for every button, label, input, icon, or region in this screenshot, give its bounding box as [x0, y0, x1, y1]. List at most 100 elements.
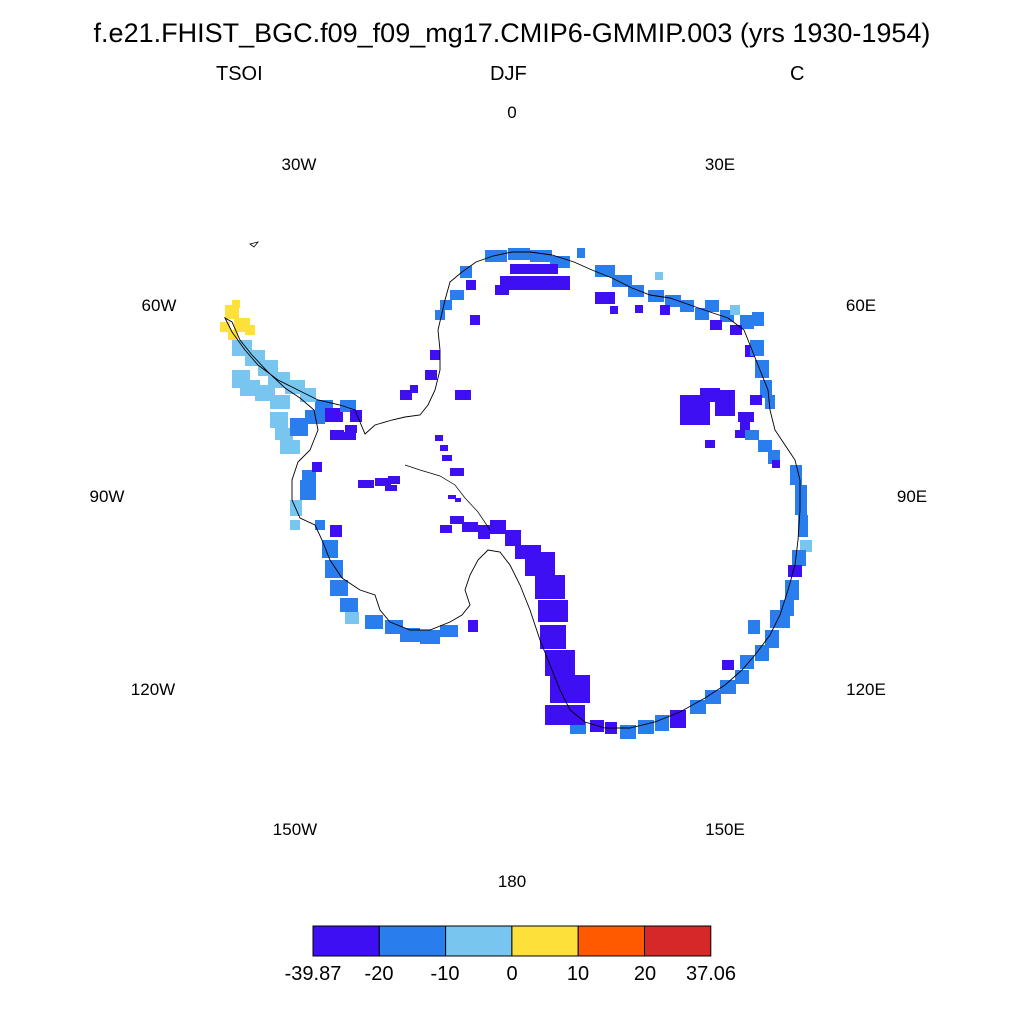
data-cell — [750, 395, 762, 405]
data-cell — [655, 715, 669, 731]
data-cell — [500, 276, 570, 290]
data-cell — [610, 306, 618, 314]
lon-label-120w: 120W — [130, 680, 176, 699]
data-cell — [358, 480, 374, 488]
data-cell — [440, 300, 452, 310]
data-cell — [450, 468, 464, 476]
colorbar-bin — [445, 925, 513, 957]
data-cell — [595, 265, 615, 277]
data-cell — [440, 625, 458, 637]
colorbar-bin — [511, 925, 579, 957]
data-cell — [365, 615, 383, 629]
data-cell — [225, 305, 239, 319]
data-cell — [715, 390, 735, 416]
plot-title: f.e21.FHIST_BGC.f09_f09_mg17.CMIP6-GMMIP… — [93, 18, 931, 48]
data-cell — [450, 290, 464, 300]
data-cell — [290, 520, 300, 530]
data-cell — [245, 325, 255, 335]
data-cell — [375, 478, 391, 486]
data-cell — [385, 620, 403, 634]
data-cell — [790, 465, 802, 485]
data-cell — [705, 690, 721, 704]
colorbar-tick-label: 20 — [633, 963, 657, 985]
data-cell — [705, 440, 715, 448]
data-cell — [228, 330, 238, 340]
data-cell — [765, 630, 779, 648]
data-cell — [540, 630, 552, 642]
data-cell — [448, 495, 456, 499]
variable-label: TSOI — [216, 63, 263, 85]
data-cell — [280, 440, 300, 454]
data-cell — [748, 620, 760, 634]
data-cell — [440, 445, 448, 451]
season-label: DJF — [490, 63, 527, 85]
data-cell — [410, 385, 418, 393]
data-cell — [478, 525, 490, 539]
data-cell — [220, 322, 230, 332]
data-cell — [385, 485, 397, 491]
colorbar-tick-label: -10 — [430, 963, 460, 985]
data-cell — [800, 540, 812, 552]
data-cell — [770, 610, 790, 628]
lon-label-60w: 60W — [141, 296, 177, 315]
lon-label-150w: 150W — [272, 820, 318, 839]
data-cell — [440, 525, 452, 533]
data-cell — [655, 272, 663, 280]
data-cell — [312, 462, 322, 472]
data-cell — [635, 305, 643, 313]
data-cell — [788, 565, 802, 577]
data-cell — [330, 430, 344, 440]
lon-label-90e: 90E — [896, 487, 928, 506]
data-cell — [577, 248, 585, 258]
lon-label-90w: 90W — [89, 487, 125, 506]
data-cell — [470, 315, 480, 325]
data-cell — [450, 516, 464, 524]
data-cell — [690, 700, 706, 714]
data-cell — [740, 420, 750, 430]
data-cell — [290, 418, 308, 436]
data-cell — [750, 340, 764, 356]
data-cell — [505, 530, 521, 546]
data-cell — [495, 285, 509, 295]
data-cell — [765, 395, 775, 409]
data-cell — [508, 248, 530, 260]
data-cell — [330, 525, 342, 537]
data-cell — [620, 725, 636, 739]
data-cell — [435, 310, 445, 320]
data-cell — [420, 630, 440, 644]
colorbar-bin — [644, 925, 712, 957]
data-cell — [275, 428, 293, 440]
data-cell — [735, 430, 745, 438]
data-cell — [345, 425, 357, 433]
data-cell — [740, 315, 754, 329]
data-cell — [760, 380, 772, 398]
colorbar-tick-label: -20 — [364, 963, 394, 985]
data-cell — [722, 660, 734, 670]
data-cell — [538, 600, 568, 622]
data-cell — [425, 370, 437, 380]
data-cell — [730, 325, 742, 335]
lon-label-30w: 30W — [281, 155, 317, 174]
data-cell — [705, 300, 719, 312]
data-cell — [545, 705, 585, 725]
colorbar-bin — [312, 925, 380, 957]
data-cell — [270, 412, 288, 428]
data-cell — [400, 390, 412, 400]
colorbar-bin — [577, 925, 646, 957]
data-cell — [315, 520, 325, 530]
data-cell — [460, 266, 472, 278]
data-cell — [515, 545, 541, 559]
small-island — [249, 241, 260, 248]
data-cell — [730, 305, 740, 315]
data-cell — [455, 390, 471, 400]
ice-shelf-line — [404, 464, 491, 531]
data-cell — [595, 292, 615, 304]
lon-label-0: 0 — [507, 103, 517, 122]
data-cell — [340, 432, 356, 440]
colorbar-tick-label: 0 — [506, 963, 518, 985]
data-cell — [340, 598, 358, 612]
data-cell — [330, 580, 348, 596]
units-label: C — [790, 63, 805, 85]
